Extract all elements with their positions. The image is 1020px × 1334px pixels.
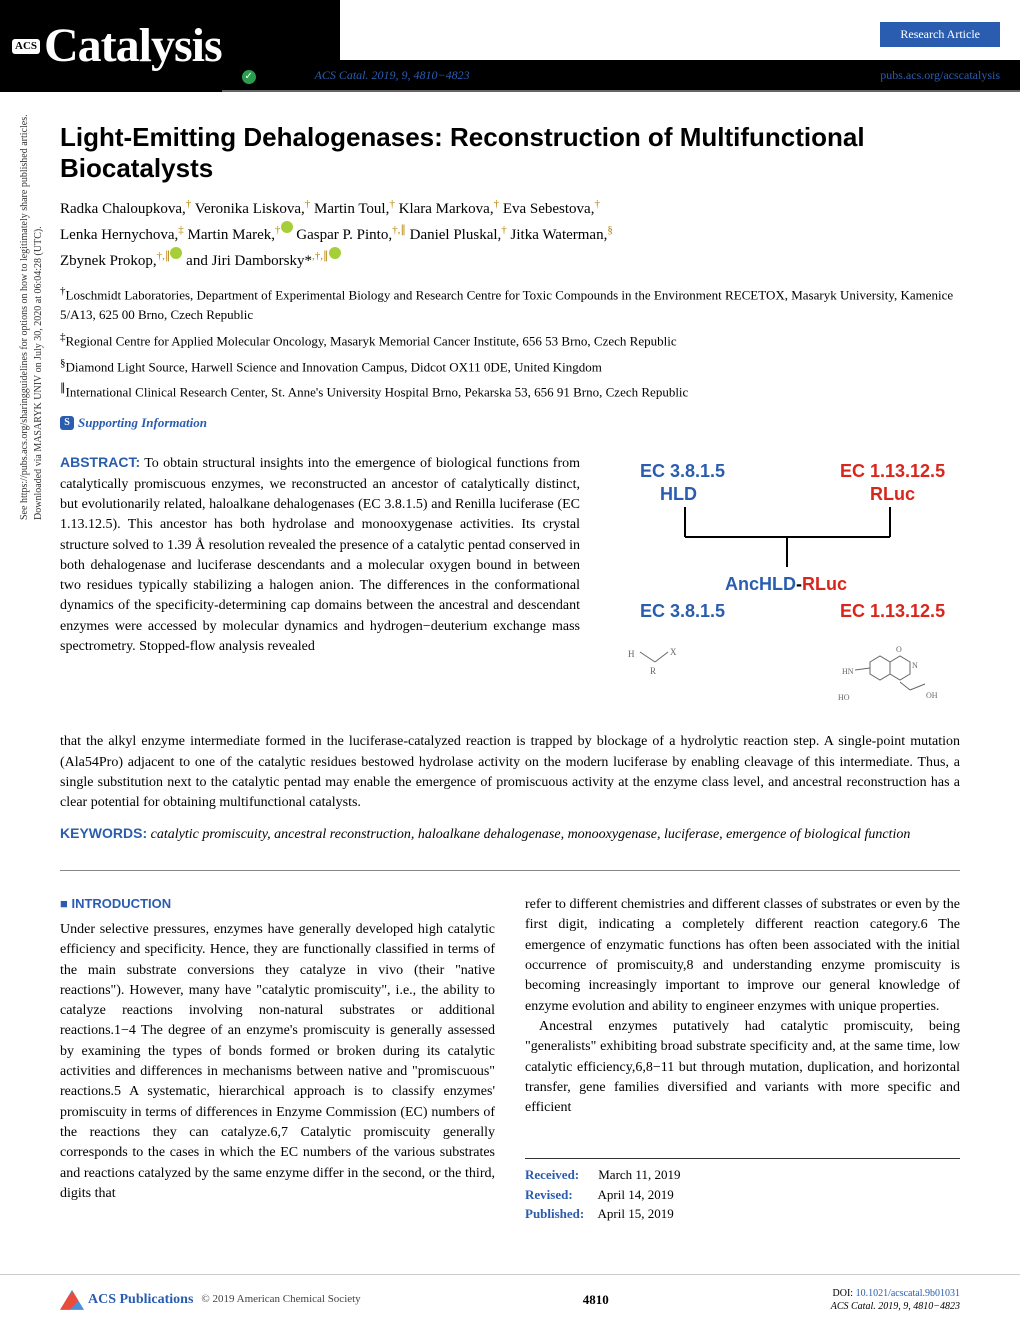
authors-1: Radka Chaloupkova,† Veronika Liskova,† M…	[60, 196, 960, 221]
date-received: Received: March 11, 2019	[525, 1165, 960, 1185]
kw-text: catalytic promiscuity, ancestral reconst…	[151, 827, 911, 842]
svg-text:HO: HO	[838, 693, 850, 702]
page-number: 4810	[583, 1291, 609, 1309]
orcid-icon[interactable]	[329, 247, 341, 259]
cite-this: ✓ Cite This: ACS Catal. 2019, 9, 4810−48…	[222, 0, 780, 92]
article-type-badge: Research Article	[880, 22, 1000, 47]
supporting-info-link[interactable]: S Supporting Information	[60, 414, 960, 432]
svg-text:HN: HN	[842, 667, 854, 676]
toc-svg: EC 3.8.1.5 EC 1.13.12.5 HLD RLuc AncHLD-…	[600, 452, 960, 722]
abstract-text-2: that the alkyl enzyme intermediate forme…	[60, 732, 960, 813]
date-published: Published: April 15, 2019	[525, 1204, 960, 1224]
copyright: © 2019 American Chemical Society	[201, 1292, 360, 1307]
svg-text:R: R	[650, 666, 656, 676]
intro-p3: Ancestral enzymes putatively had catalyt…	[525, 1017, 960, 1118]
affiliations: †Loschmidt Laboratories, Department of E…	[60, 283, 960, 402]
check-icon: ✓	[242, 70, 256, 84]
intro-p2: refer to different chemistries and diffe…	[525, 895, 960, 1017]
affil-4: ∥International Clinical Research Center,…	[60, 380, 960, 402]
divider	[60, 870, 960, 871]
si-text: Supporting Information	[78, 414, 207, 432]
toc-graphic: EC 3.8.1.5 EC 1.13.12.5 HLD RLuc AncHLD-…	[600, 452, 960, 732]
abstract-label: ABSTRACT:	[60, 454, 140, 470]
svg-text:N: N	[912, 661, 918, 670]
column-right: refer to different chemistries and diffe…	[525, 895, 960, 1224]
journal-logo: ACS Catalysis	[0, 0, 222, 92]
cite-text[interactable]: ACS Catal. 2019, 9, 4810−4823	[315, 67, 470, 84]
svg-text:OH: OH	[926, 691, 938, 700]
footer-right: DOI: 10.1021/acscatal.9b01031 ACS Catal.…	[831, 1287, 960, 1313]
page-footer: ACS Publications © 2019 American Chemica…	[0, 1274, 1020, 1325]
orcid-icon[interactable]	[170, 247, 182, 259]
acs-triangle-icon	[60, 1290, 84, 1310]
svg-text:O: O	[896, 645, 902, 654]
cite-label: Cite This:	[260, 67, 311, 84]
svg-text:X: X	[670, 647, 677, 657]
toc-anc: AncHLD-RLuc	[725, 574, 847, 594]
affil-1: †Loschmidt Laboratories, Department of E…	[60, 283, 960, 324]
introduction-section: INTRODUCTION Under selective pressures, …	[60, 895, 960, 1224]
orcid-icon[interactable]	[281, 221, 293, 233]
intro-p1: Under selective pressures, enzymes have …	[60, 920, 495, 1204]
journal-header: ACS Catalysis ✓ Cite This: ACS Catal. 20…	[0, 0, 1020, 92]
logo-badge: ACS	[12, 39, 40, 54]
toc-ec1b: EC 3.8.1.5	[640, 601, 725, 621]
affil-3: §Diamond Light Source, Harwell Science a…	[60, 355, 960, 377]
authors-2: Lenka Hernychova,‡ Martin Marek,† Gaspar…	[60, 221, 960, 247]
logo-text: Catalysis	[44, 12, 222, 79]
keywords: KEYWORDS: catalytic promiscuity, ancestr…	[60, 824, 960, 845]
article-content: Light-Emitting Dehalogenases: Reconstruc…	[0, 92, 1020, 1254]
doi-link[interactable]: 10.1021/acscatal.9b01031	[856, 1288, 960, 1299]
si-badge-icon: S	[60, 416, 74, 430]
toc-ec1: EC 3.8.1.5	[640, 461, 725, 481]
toc-ec2: EC 1.13.12.5	[840, 461, 945, 481]
header-right: Research Article pubs.acs.org/acscatalys…	[780, 0, 1020, 92]
abstract-section: ABSTRACT: To obtain structural insights …	[60, 452, 960, 732]
toc-ec2b: EC 1.13.12.5	[840, 601, 945, 621]
intro-heading: INTRODUCTION	[60, 895, 495, 914]
doi-line: DOI: 10.1021/acscatal.9b01031	[831, 1287, 960, 1300]
dates-box: Received: March 11, 2019 Revised: April …	[525, 1158, 960, 1224]
toc-hld: HLD	[660, 484, 697, 504]
svg-text:H: H	[628, 649, 635, 659]
toc-rluc: RLuc	[870, 484, 915, 504]
column-left: INTRODUCTION Under selective pressures, …	[60, 895, 495, 1224]
abstract-left: ABSTRACT: To obtain structural insights …	[60, 452, 580, 732]
article-title: Light-Emitting Dehalogenases: Reconstruc…	[60, 122, 960, 184]
kw-label: KEYWORDS:	[60, 825, 147, 841]
date-revised: Revised: April 14, 2019	[525, 1185, 960, 1205]
footer-left: ACS Publications © 2019 American Chemica…	[60, 1290, 361, 1310]
authors-block: Radka Chaloupkova,† Veronika Liskova,† M…	[60, 196, 960, 273]
acs-publications-logo: ACS Publications	[60, 1290, 193, 1310]
affil-2: ‡Regional Centre for Applied Molecular O…	[60, 329, 960, 351]
footer-citation: ACS Catal. 2019, 9, 4810−4823	[831, 1300, 960, 1313]
acs-pub-text: ACS Publications	[88, 1290, 193, 1310]
authors-3: Zbynek Prokop,†,∥ and Jiri Damborsky*,†,…	[60, 247, 960, 273]
abstract-text-1: To obtain structural insights into the e…	[60, 456, 580, 654]
pubs-link[interactable]: pubs.acs.org/acscatalysis	[880, 67, 1000, 84]
